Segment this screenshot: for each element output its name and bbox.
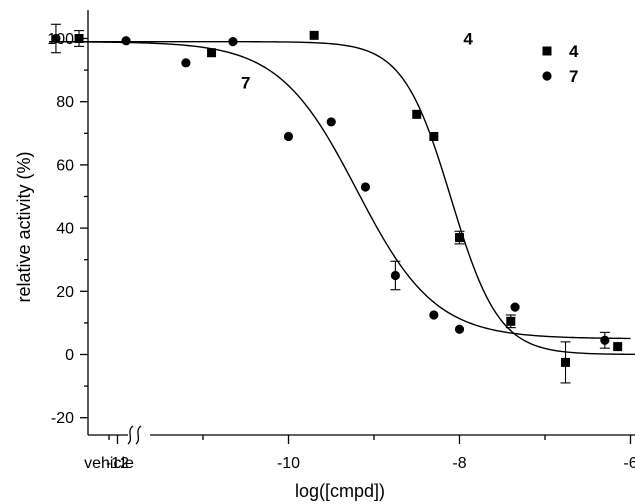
annotations: log([cmpd]) relative activity (%) vehicl… [14,30,473,502]
x-tick-label: -10 [277,455,300,472]
data-point-4 [429,131,439,141]
curve-label-4: 4 [463,30,473,49]
x-tick-label: -12 [106,455,129,472]
data-point-4 [74,34,84,43]
data-point-7 [283,131,294,142]
curve-label-7: 7 [241,74,250,93]
fit-curve-7 [49,41,631,340]
y-tick-label: 40 [56,221,74,238]
data-points [51,30,623,367]
x-tick-label: -6 [623,455,635,472]
data-point-4 [561,357,571,367]
y-tick-label: 100 [47,31,74,48]
fit-curve-4 [49,40,635,356]
data-point-7 [600,335,610,345]
data-point-4 [506,316,516,326]
fit-curves [49,40,635,356]
legend-label-7: 7 [569,67,578,86]
error-bars [50,23,610,384]
x-tick-label-vehicle: vehicle [84,455,134,472]
data-point-4 [309,30,319,40]
y-tick-label: 60 [56,157,74,174]
data-point-7 [326,117,336,127]
axis-break-mark [127,425,134,445]
data-point-7 [429,310,439,320]
data-point-4 [455,233,464,243]
data-point-7 [181,58,191,68]
y-tick-label: 0 [65,347,74,364]
x-axis-title: log([cmpd]) [295,481,385,501]
x-tick-label: -8 [452,455,466,472]
y-tick-label: -20 [51,410,74,427]
data-point-7 [510,302,520,312]
legend: 47 [542,42,579,86]
axis-break-mark [135,425,142,445]
data-point-7 [390,270,400,281]
data-point-7 [360,182,371,192]
axes: -20 0 20 40 60 80 100 -12 -10 -8 -6 [47,10,635,472]
data-point-4 [613,342,623,352]
legend-label-4: 4 [569,42,579,61]
y-tick-label: 80 [56,94,74,111]
data-point-4 [412,109,422,119]
data-point-7 [121,36,131,46]
data-point-4 [207,48,217,58]
legend-marker-7 [542,71,552,81]
data-point-7 [228,37,238,47]
data-point-7 [51,33,61,44]
data-point-7 [454,324,465,334]
legend-marker-4 [542,46,552,56]
y-tick-label: 20 [56,284,74,301]
y-axis-title: relative activity (%) [14,151,34,302]
